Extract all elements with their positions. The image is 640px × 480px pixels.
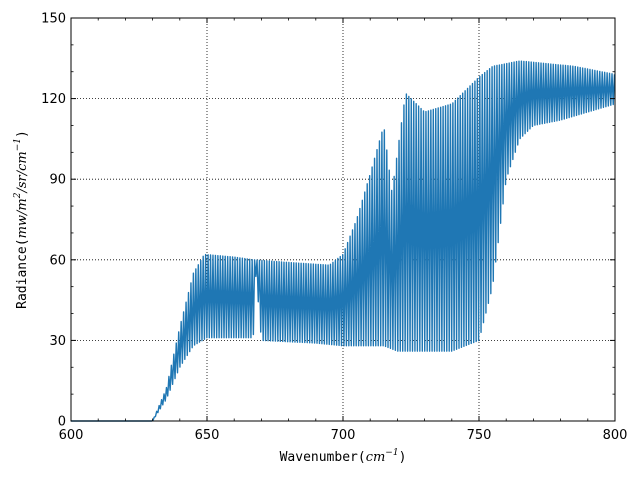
y-axis-label-exponent-b: −1 [13, 138, 23, 151]
x-tick-label: 800 [603, 428, 628, 443]
y-axis-label-unit-b: /sr/cm [15, 151, 30, 194]
x-axis-label-prefix: Wavenumber( [280, 450, 366, 465]
x-axis-label-suffix: ) [399, 450, 407, 465]
y-tick-label: 30 [49, 334, 66, 349]
y-axis-label-prefix: Radiance( [15, 238, 30, 308]
x-tick-labels: 600 650 700 750 800 [59, 428, 628, 443]
x-axis-label-exponent: −1 [385, 448, 398, 458]
x-tick-label: 750 [467, 428, 492, 443]
y-axis-label: Radiance(mw/m2/sr/cm−1) [13, 130, 30, 309]
x-tick-label: 650 [195, 428, 220, 443]
y-tick-label: 0 [58, 415, 66, 430]
y-tick-label: 150 [41, 12, 66, 27]
x-axis-label: Wavenumber(cm−1) [280, 448, 407, 465]
x-tick-label: 700 [331, 428, 356, 443]
y-tick-label: 120 [41, 92, 66, 107]
y-axis-label-suffix: ) [15, 130, 30, 138]
y-tick-label: 90 [49, 173, 66, 188]
x-tick-label: 600 [59, 428, 84, 443]
series-line-0 [71, 60, 616, 422]
y-tick-labels: 0 30 60 90 120 150 [41, 12, 66, 430]
x-axis-label-unit: cm [366, 450, 386, 465]
y-tick-label: 60 [49, 253, 66, 268]
ticks [70, 17, 616, 422]
y-axis-label-exponent-a: 2 [13, 192, 23, 199]
series-layer [71, 60, 616, 422]
y-axis-label-unit-a: mw/m [15, 198, 30, 238]
